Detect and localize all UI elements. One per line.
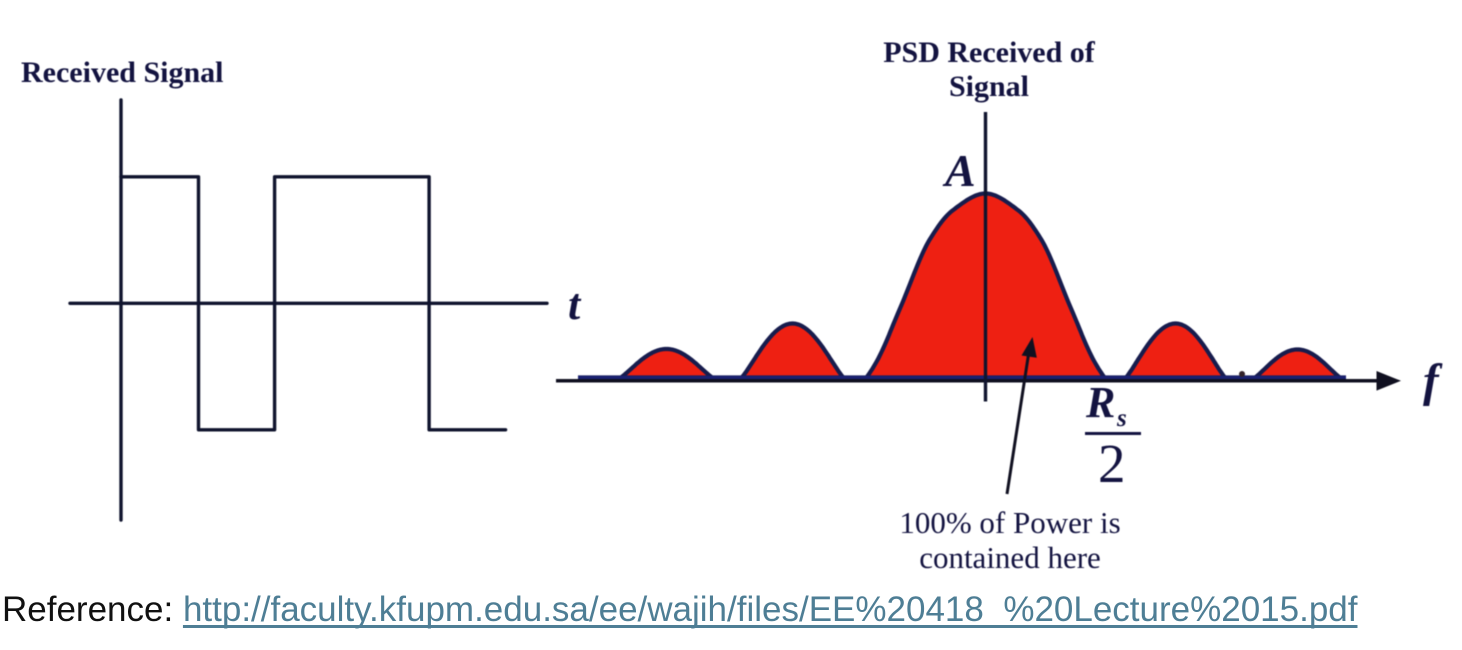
svg-text:100% of Power is: 100% of Power is <box>899 505 1120 540</box>
svg-text:s: s <box>1116 405 1127 432</box>
svg-text:A: A <box>942 145 976 196</box>
svg-text:R: R <box>1085 378 1115 427</box>
svg-text:f: f <box>1423 355 1443 407</box>
svg-text:t: t <box>568 280 582 329</box>
svg-text:contained here: contained here <box>919 540 1101 575</box>
svg-text:2: 2 <box>1098 433 1126 494</box>
svg-text:PSD Received of: PSD Received of <box>883 36 1096 69</box>
svg-text:Received Signal: Received Signal <box>21 56 224 89</box>
svg-text:Signal: Signal <box>949 70 1029 103</box>
